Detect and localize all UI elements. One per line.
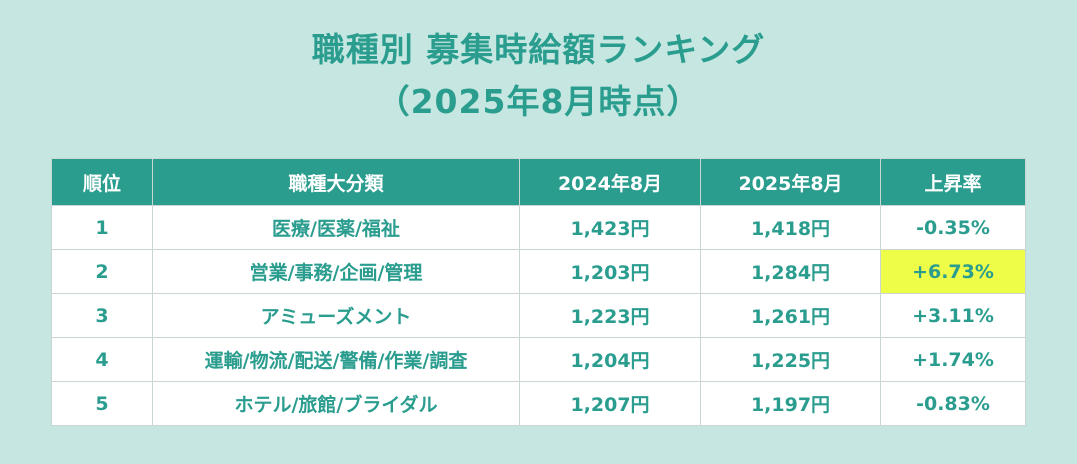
table-row: 1 医療/医薬/福祉 1,423円 1,418円 -0.35% — [51, 205, 1026, 250]
header-rank: 順位 — [51, 158, 153, 206]
rank-cell: 2 — [51, 249, 153, 294]
wage-2024-cell: 1,207円 — [519, 381, 701, 426]
growth-rate-cell: -0.35% — [880, 205, 1026, 250]
wage-2024-cell: 1,223円 — [519, 293, 701, 338]
growth-rate-cell: -0.83% — [880, 381, 1026, 426]
category-cell: 営業/事務/企画/管理 — [152, 249, 520, 294]
wage-2024-cell: 1,204円 — [519, 337, 701, 382]
rank-cell: 3 — [51, 293, 153, 338]
chart-title: 職種別 募集時給額ランキング — [311, 30, 766, 69]
wage-2024-cell: 1,203円 — [519, 249, 701, 294]
wage-2024-cell: 1,423円 — [519, 205, 701, 250]
table-row: 3 アミューズメント 1,223円 1,261円 +3.11% — [51, 293, 1026, 338]
wage-2025-cell: 1,261円 — [700, 293, 881, 338]
rank-cell: 5 — [51, 381, 153, 426]
rank-cell: 4 — [51, 337, 153, 382]
category-cell: ホテル/旅館/ブライダル — [152, 381, 520, 426]
table-row: 5 ホテル/旅館/ブライダル 1,207円 1,197円 -0.83% — [51, 381, 1026, 426]
table-row: 2 営業/事務/企画/管理 1,203円 1,284円 +6.73% — [51, 249, 1026, 294]
table-row: 4 運輸/物流/配送/警備/作業/調査 1,204円 1,225円 +1.74% — [51, 337, 1026, 382]
category-cell: 医療/医薬/福祉 — [152, 205, 520, 250]
header-growth-rate: 上昇率 — [880, 158, 1026, 206]
growth-rate-cell-highlighted: +6.73% — [880, 249, 1026, 294]
chart-subtitle: （2025年8月時点） — [376, 82, 701, 121]
category-cell: 運輸/物流/配送/警備/作業/調査 — [152, 337, 520, 382]
header-2025-aug: 2025年8月 — [700, 158, 881, 206]
growth-rate-cell: +1.74% — [880, 337, 1026, 382]
header-category: 職種大分類 — [152, 158, 520, 206]
wage-2025-cell: 1,284円 — [700, 249, 881, 294]
header-2024-aug: 2024年8月 — [519, 158, 701, 206]
wage-2025-cell: 1,197円 — [700, 381, 881, 426]
table-header-row: 順位 職種大分類 2024年8月 2025年8月 上昇率 — [51, 158, 1026, 206]
growth-rate-cell: +3.11% — [880, 293, 1026, 338]
rank-cell: 1 — [51, 205, 153, 250]
wage-2025-cell: 1,225円 — [700, 337, 881, 382]
ranking-table: 順位 職種大分類 2024年8月 2025年8月 上昇率 1 医療/医薬/福祉 … — [51, 158, 1026, 426]
wage-2025-cell: 1,418円 — [700, 205, 881, 250]
category-cell: アミューズメント — [152, 293, 520, 338]
